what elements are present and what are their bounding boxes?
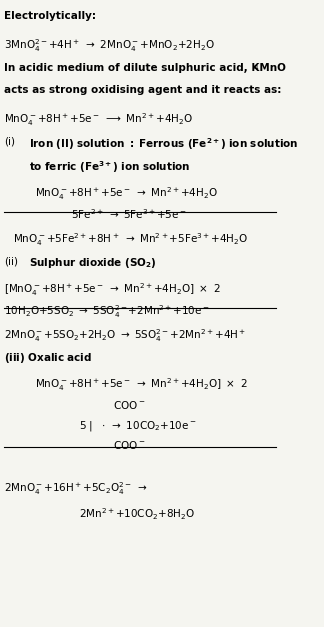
Text: $3\mathrm{MnO_4^{2-}}$$+4\mathrm{H^+}$ $\rightarrow$ $2\mathrm{MnO_4^-}$$+\mathr: $3\mathrm{MnO_4^{2-}}$$+4\mathrm{H^+}$ $… [4, 37, 215, 54]
Text: $\bf{Iron\ (II)\ solution}$$\bf{\ :\ Ferrous\ (Fe^{2+})\ ion\ solution}$: $\bf{Iron\ (II)\ solution}$$\bf{\ :\ Fer… [29, 137, 298, 152]
Text: $\bf{Sulphur\ dioxide\ (SO_2)}$: $\bf{Sulphur\ dioxide\ (SO_2)}$ [29, 256, 157, 270]
Text: $\mathrm{MnO_4^-}$$+5\mathrm{Fe^{2+}}$$+8\mathrm{H^+}$ $\rightarrow$ $\mathrm{Mn: $\mathrm{MnO_4^-}$$+5\mathrm{Fe^{2+}}$$+… [13, 231, 248, 248]
Text: Electrolytically:: Electrolytically: [4, 11, 96, 21]
Text: $\mathrm{MnO_4^-}$$+8\mathrm{H^+}$$+5\mathrm{e^-}$ $\rightarrow$ $\mathrm{Mn^{2+: $\mathrm{MnO_4^-}$$+8\mathrm{H^+}$$+5\ma… [35, 185, 218, 202]
Text: $\mathrm{COO^-}$: $\mathrm{COO^-}$ [112, 399, 145, 411]
Text: $\bf{(iii)\ Oxalic\ acid}$: $\bf{(iii)\ Oxalic\ acid}$ [4, 351, 92, 365]
Text: $2\mathrm{MnO_4^-}$$+16\mathrm{H^+}$$+5\mathrm{C_2O_4^{2-}}$ $\rightarrow$: $2\mathrm{MnO_4^-}$$+16\mathrm{H^+}$$+5\… [4, 480, 148, 497]
Text: (i): (i) [4, 137, 15, 147]
Text: (ii): (ii) [4, 256, 18, 266]
Text: In acidic medium of dilute sulphuric acid, KMnO: In acidic medium of dilute sulphuric aci… [4, 63, 286, 73]
Text: $\mathrm{MnO_4^-}$$+8\mathrm{H^+}$$+5\mathrm{e^-}$ $\rightarrow$ $\mathrm{Mn^{2+: $\mathrm{MnO_4^-}$$+8\mathrm{H^+}$$+5\ma… [35, 376, 247, 393]
Text: $\mathrm{COO^-}$: $\mathrm{COO^-}$ [112, 439, 145, 451]
Text: $\mathrm{MnO_4^-}$$+8\mathrm{H^+}$$+5\mathrm{e^-}$ $\longrightarrow$ $\mathrm{Mn: $\mathrm{MnO_4^-}$$+8\mathrm{H^+}$$+5\ma… [4, 112, 193, 129]
Text: $5\mathrm{Fe^{2+}}$ $\rightarrow$ $5\mathrm{Fe^{3+}}$$+5\mathrm{e^-}$: $5\mathrm{Fe^{2+}}$ $\rightarrow$ $5\mat… [71, 208, 187, 221]
Text: $[\mathrm{MnO_4^-}$$+8\mathrm{H^+}$$+5\mathrm{e^-}$ $\rightarrow$ $\mathrm{Mn^{2: $[\mathrm{MnO_4^-}$$+8\mathrm{H^+}$$+5\m… [4, 281, 221, 298]
Text: $2\mathrm{Mn^{2+}}$$+10\mathrm{CO_2}$$+8\mathrm{H_2O}$: $2\mathrm{Mn^{2+}}$$+10\mathrm{CO_2}$$+8… [79, 507, 195, 522]
Text: $_4$: $_4$ [253, 63, 259, 73]
Text: $\bf{to\ ferric\ (Fe^{3+})\ ion\ solution}$: $\bf{to\ ferric\ (Fe^{3+})\ ion\ solutio… [29, 159, 191, 175]
Text: acts as strong oxidising agent and it reacts as:: acts as strong oxidising agent and it re… [4, 85, 282, 95]
Text: $2\mathrm{MnO_4^-}$$+5\mathrm{SO_2}$$+2\mathrm{H_2O}$ $\rightarrow$ $5\mathrm{SO: $2\mathrm{MnO_4^-}$$+5\mathrm{SO_2}$$+2\… [4, 327, 247, 344]
Text: $5\ |\ \ \cdot$ $\rightarrow$ $10\mathrm{CO_2}$$+10\mathrm{e^-}$: $5\ |\ \ \cdot$ $\rightarrow$ $10\mathrm… [79, 419, 197, 433]
Text: $10\mathrm{H_2O}$$+5\mathrm{SO_2}$ $\rightarrow$ $5\mathrm{SO_4^{2-}}$$+2\mathrm: $10\mathrm{H_2O}$$+5\mathrm{SO_2}$ $\rig… [4, 303, 210, 320]
